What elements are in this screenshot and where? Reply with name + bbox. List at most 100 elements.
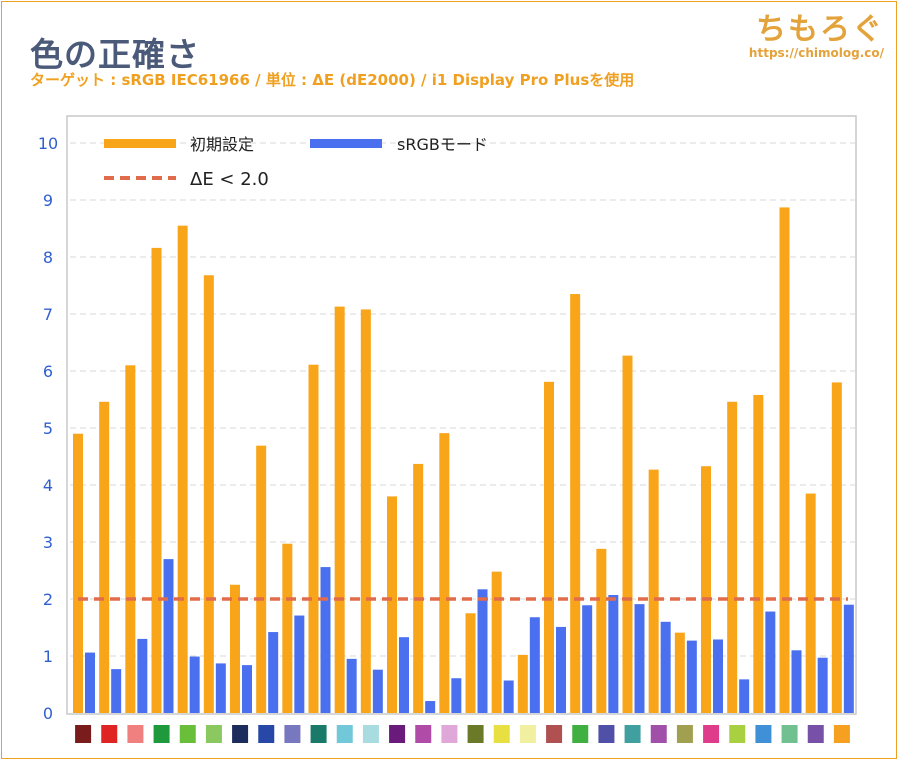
color-swatch bbox=[493, 725, 510, 743]
bar-srgb bbox=[451, 678, 462, 713]
plot-area bbox=[66, 115, 857, 715]
y-tick-label: 2 bbox=[43, 590, 53, 609]
color-swatch bbox=[781, 725, 798, 743]
bar-default bbox=[570, 294, 581, 713]
bar-default bbox=[99, 401, 110, 713]
bar-default bbox=[387, 496, 397, 713]
bar-default bbox=[308, 364, 319, 713]
color-swatch bbox=[389, 725, 406, 743]
bar-default bbox=[282, 543, 293, 713]
bar-srgb bbox=[791, 650, 802, 713]
bar-srgb bbox=[425, 701, 436, 713]
color-swatch bbox=[441, 725, 458, 743]
color-swatch bbox=[153, 725, 170, 743]
y-tick-label: 6 bbox=[43, 362, 53, 381]
color-swatch bbox=[205, 725, 222, 743]
bar-default bbox=[334, 306, 345, 713]
page-title: 色の正確さ bbox=[30, 35, 200, 74]
bar-srgb bbox=[503, 680, 514, 713]
color-swatch bbox=[232, 725, 249, 743]
legend-label-srgb: sRGBモード bbox=[397, 135, 488, 154]
bar-default bbox=[727, 401, 738, 713]
bar-srgb bbox=[111, 669, 122, 713]
bar-default bbox=[256, 445, 267, 713]
bar-srgb bbox=[660, 621, 671, 713]
bar-srgb bbox=[137, 638, 148, 713]
bar-default bbox=[701, 466, 711, 713]
bar-default bbox=[674, 632, 685, 713]
brand-logo: ちもろぐ https://chimolog.co/ bbox=[749, 4, 884, 60]
color-swatch bbox=[729, 725, 746, 743]
bar-srgb bbox=[294, 615, 305, 713]
bar-srgb bbox=[242, 665, 252, 713]
bar-srgb bbox=[634, 604, 645, 713]
color-swatch bbox=[703, 725, 720, 743]
bar-default bbox=[151, 247, 162, 713]
brand-url: https://chimolog.co/ bbox=[748, 46, 884, 60]
bar-default bbox=[544, 381, 554, 713]
bar-srgb bbox=[765, 611, 776, 713]
y-tick-label: 7 bbox=[43, 305, 53, 324]
bar-srgb bbox=[215, 663, 226, 713]
bar-srgb bbox=[346, 658, 357, 713]
color-swatch bbox=[467, 725, 484, 743]
bar-default bbox=[491, 571, 502, 713]
y-tick-label: 4 bbox=[43, 476, 53, 495]
color-swatch bbox=[75, 725, 92, 743]
bar-default bbox=[360, 309, 371, 713]
color-swatch bbox=[415, 725, 432, 743]
y-tick-label: 0 bbox=[43, 704, 53, 723]
y-tick-label: 1 bbox=[43, 647, 53, 666]
color-swatch bbox=[755, 725, 772, 743]
bar-default bbox=[648, 469, 659, 713]
bar-srgb bbox=[189, 656, 200, 713]
bar-default bbox=[622, 355, 633, 713]
color-swatch bbox=[336, 725, 353, 743]
bar-srgb bbox=[608, 595, 619, 713]
bar-default bbox=[831, 382, 842, 713]
legend-label-default: 初期設定 bbox=[190, 135, 254, 154]
color-swatch bbox=[546, 725, 563, 743]
bar-default bbox=[125, 365, 136, 713]
color-swatch bbox=[833, 725, 850, 743]
bar-srgb bbox=[372, 669, 383, 713]
color-swatch bbox=[101, 725, 118, 743]
bar-srgb bbox=[739, 679, 750, 713]
bar-srgb bbox=[320, 567, 331, 713]
bar-srgb bbox=[163, 559, 174, 713]
color-swatch bbox=[362, 725, 379, 743]
bar-srgb bbox=[556, 626, 566, 713]
bar-default bbox=[779, 207, 790, 713]
color-swatch bbox=[179, 725, 196, 743]
y-tick-label: 8 bbox=[43, 248, 53, 267]
bar-default bbox=[413, 463, 424, 713]
color-swatch bbox=[519, 725, 536, 743]
color-swatch bbox=[127, 725, 144, 743]
bar-srgb bbox=[686, 640, 697, 713]
bar-srgb bbox=[713, 639, 723, 713]
bar-srgb bbox=[399, 637, 409, 713]
bar-srgb bbox=[582, 605, 593, 713]
color-swatch bbox=[572, 725, 589, 743]
bar-default bbox=[517, 654, 528, 713]
color-swatch bbox=[650, 725, 667, 743]
y-tick-label: 9 bbox=[43, 191, 53, 210]
bar-srgb bbox=[85, 652, 95, 713]
bar-default bbox=[73, 433, 83, 713]
legend-swatch-default bbox=[104, 139, 176, 148]
legend-label-threshold: ΔE < 2.0 bbox=[190, 169, 269, 190]
bar-default bbox=[203, 275, 214, 713]
bar-srgb bbox=[817, 657, 828, 713]
color-swatch bbox=[258, 725, 275, 743]
bar-default bbox=[805, 493, 816, 713]
bar-default bbox=[465, 613, 476, 713]
color-swatch bbox=[310, 725, 327, 743]
page-subtitle: ターゲット : sRGB IEC61966 / 単位 : ΔE (dE2000)… bbox=[30, 71, 635, 89]
y-tick-label: 10 bbox=[38, 134, 58, 153]
color-swatch bbox=[598, 725, 615, 743]
bar-default bbox=[177, 225, 188, 713]
color-swatch bbox=[807, 725, 824, 743]
bar-default bbox=[753, 394, 764, 713]
